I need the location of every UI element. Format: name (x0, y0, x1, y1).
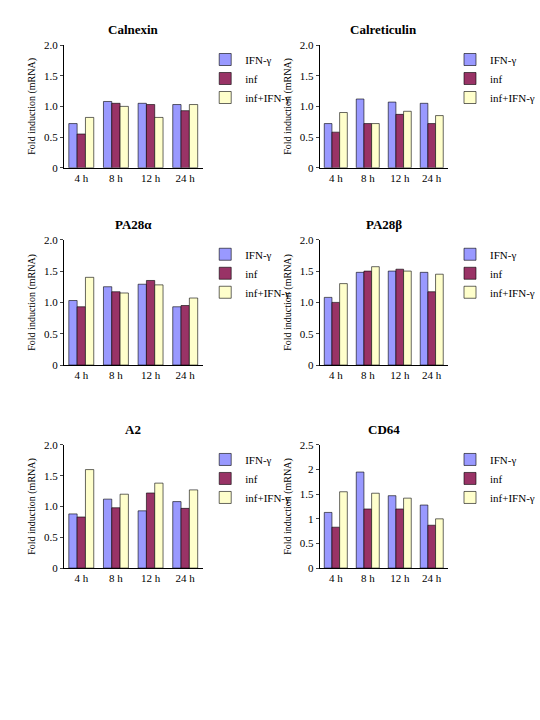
svg-text:8 h: 8 h (361, 572, 375, 584)
svg-text:IFN-γ: IFN-γ (245, 249, 271, 261)
svg-text:4 h: 4 h (329, 369, 343, 381)
svg-text:inf+IFN-γ: inf+IFN-γ (245, 492, 290, 504)
svg-text:0: 0 (308, 162, 314, 174)
svg-text:0.5: 0.5 (44, 131, 58, 143)
svg-text:2.0: 2.0 (300, 39, 314, 51)
svg-text:inf+IFN-γ: inf+IFN-γ (490, 287, 535, 299)
svg-text:IFN-γ: IFN-γ (490, 54, 516, 66)
svg-text:inf+IFN-γ: inf+IFN-γ (245, 287, 290, 299)
svg-text:4 h: 4 h (74, 172, 88, 184)
svg-text:PA28α: PA28α (115, 217, 152, 232)
svg-text:24 h: 24 h (176, 572, 196, 584)
svg-text:inf+IFN-γ: inf+IFN-γ (245, 92, 290, 104)
svg-text:Fold induction (mRNA): Fold induction (mRNA) (282, 254, 294, 351)
svg-text:12 h: 12 h (141, 572, 161, 584)
svg-text:2.5: 2.5 (300, 439, 314, 451)
svg-text:8 h: 8 h (361, 369, 375, 381)
svg-text:0: 0 (308, 359, 314, 371)
svg-text:2.0: 2.0 (44, 39, 58, 51)
svg-text:Fold induction (mRNA): Fold induction (mRNA) (26, 58, 38, 155)
svg-text:12 h: 12 h (141, 172, 161, 184)
svg-text:inf+IFN-γ: inf+IFN-γ (490, 492, 535, 504)
svg-text:0: 0 (308, 562, 314, 574)
svg-text:0.5: 0.5 (44, 328, 58, 340)
svg-text:Calnexin: Calnexin (108, 22, 159, 37)
svg-text:12 h: 12 h (390, 369, 410, 381)
svg-text:IFN-γ: IFN-γ (245, 454, 271, 466)
svg-text:0: 0 (52, 162, 58, 174)
svg-text:1.0: 1.0 (44, 100, 58, 112)
svg-text:12 h: 12 h (141, 369, 161, 381)
svg-text:2.0: 2.0 (44, 439, 58, 451)
svg-text:1.0: 1.0 (44, 296, 58, 308)
svg-text:2.0: 2.0 (300, 234, 314, 246)
svg-text:1: 1 (308, 513, 314, 525)
svg-text:12 h: 12 h (390, 172, 410, 184)
svg-text:1.5: 1.5 (44, 470, 58, 482)
svg-text:24 h: 24 h (422, 172, 442, 184)
svg-text:PA28β: PA28β (366, 217, 402, 232)
svg-text:2: 2 (308, 463, 314, 475)
svg-text:1.5: 1.5 (44, 70, 58, 82)
svg-text:A2: A2 (125, 422, 141, 437)
svg-text:CD64: CD64 (368, 422, 400, 437)
svg-text:4 h: 4 h (74, 369, 88, 381)
svg-text:0.5: 0.5 (44, 531, 58, 543)
svg-text:1.5: 1.5 (300, 70, 314, 82)
svg-text:Fold induction (mRNA): Fold induction (mRNA) (26, 458, 38, 555)
svg-text:IFN-γ: IFN-γ (245, 54, 271, 66)
svg-text:4 h: 4 h (329, 172, 343, 184)
svg-text:24 h: 24 h (422, 572, 442, 584)
svg-text:inf: inf (245, 73, 258, 85)
svg-text:1.5: 1.5 (44, 265, 58, 277)
svg-text:0.5: 0.5 (300, 537, 314, 549)
svg-text:inf: inf (490, 473, 503, 485)
svg-text:24 h: 24 h (422, 369, 442, 381)
svg-text:24 h: 24 h (176, 172, 196, 184)
svg-text:Fold induction (mRNA): Fold induction (mRNA) (282, 58, 294, 155)
svg-text:8 h: 8 h (109, 172, 123, 184)
svg-text:12 h: 12 h (390, 572, 410, 584)
svg-text:inf: inf (490, 73, 503, 85)
svg-text:IFN-γ: IFN-γ (490, 249, 516, 261)
svg-text:0: 0 (52, 359, 58, 371)
svg-text:1.5: 1.5 (300, 265, 314, 277)
svg-text:8 h: 8 h (361, 172, 375, 184)
svg-text:0: 0 (52, 562, 58, 574)
svg-text:IFN-γ: IFN-γ (490, 454, 516, 466)
svg-text:inf+IFN-γ: inf+IFN-γ (490, 92, 535, 104)
svg-text:1.5: 1.5 (300, 488, 314, 500)
svg-text:0.5: 0.5 (300, 328, 314, 340)
svg-text:2.0: 2.0 (44, 234, 58, 246)
svg-text:4 h: 4 h (74, 572, 88, 584)
svg-text:24 h: 24 h (176, 369, 196, 381)
svg-text:8 h: 8 h (109, 572, 123, 584)
svg-text:8 h: 8 h (109, 369, 123, 381)
svg-text:Calreticulin: Calreticulin (350, 22, 417, 37)
svg-text:1.0: 1.0 (300, 100, 314, 112)
svg-text:0.5: 0.5 (300, 131, 314, 143)
svg-text:inf: inf (490, 268, 503, 280)
svg-text:inf: inf (245, 473, 258, 485)
svg-text:1.0: 1.0 (300, 296, 314, 308)
svg-text:4 h: 4 h (329, 572, 343, 584)
svg-text:Fold induction (mRNA): Fold induction (mRNA) (282, 458, 294, 555)
svg-text:1.0: 1.0 (44, 500, 58, 512)
svg-text:inf: inf (245, 268, 258, 280)
svg-text:Fold induction (mRNA): Fold induction (mRNA) (26, 254, 38, 351)
